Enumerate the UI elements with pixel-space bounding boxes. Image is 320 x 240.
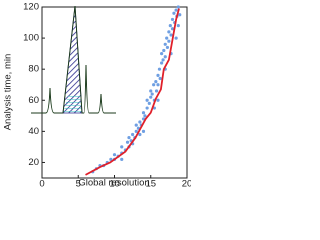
plot-frame <box>41 6 188 179</box>
point <box>174 36 178 40</box>
point <box>163 42 167 46</box>
y-tick-label: 20 <box>28 157 39 168</box>
pareto-line <box>85 8 180 176</box>
point <box>154 89 159 93</box>
inset-chromatogram <box>31 5 116 114</box>
point <box>163 55 167 59</box>
point <box>138 132 142 137</box>
point <box>170 27 175 31</box>
point <box>176 5 180 9</box>
point <box>145 106 149 110</box>
point <box>134 123 138 127</box>
x-tick-label: 5 <box>76 179 81 189</box>
point <box>156 83 160 87</box>
chart: Analysis time, min Global resolution 20 4… <box>3 2 191 189</box>
point <box>149 95 153 99</box>
point <box>156 98 160 102</box>
point <box>169 33 173 37</box>
point <box>176 24 180 28</box>
y-tick-label: 60 <box>28 95 39 106</box>
point <box>120 157 124 161</box>
point <box>172 11 176 15</box>
point <box>149 89 153 93</box>
point <box>120 145 124 149</box>
y-tick-label: 100 <box>23 33 39 44</box>
point <box>141 111 146 115</box>
point <box>141 129 146 133</box>
y-tick-label: 40 <box>28 126 39 137</box>
point <box>165 45 170 50</box>
point <box>152 83 156 87</box>
point <box>109 157 113 161</box>
point <box>150 92 154 96</box>
point <box>167 30 171 34</box>
x-tick-label: 0 <box>39 179 44 189</box>
point <box>160 61 164 65</box>
point <box>170 17 175 22</box>
point <box>157 67 162 71</box>
point <box>134 129 138 133</box>
point <box>168 24 172 28</box>
y-tick-label: 80 <box>28 64 39 75</box>
point <box>154 80 158 84</box>
y-tick-label: 120 <box>23 2 39 13</box>
point <box>165 36 169 40</box>
point <box>161 58 165 62</box>
x-axis-label: Global resolution <box>78 178 149 189</box>
point <box>158 76 162 81</box>
point <box>162 48 166 53</box>
point <box>147 101 151 105</box>
point <box>167 39 171 43</box>
y-axis-label: Analysis time, min <box>3 54 14 131</box>
point <box>125 140 130 144</box>
x-tick-label: 20 <box>182 179 191 189</box>
point <box>145 98 149 102</box>
point <box>131 132 135 137</box>
page: {"chart_data": {"type": "scatter", "x_la… <box>2 1 191 189</box>
x-tick-label: 15 <box>145 179 156 189</box>
point <box>156 73 160 77</box>
point <box>127 135 131 140</box>
point <box>138 120 142 124</box>
point <box>143 114 147 118</box>
point <box>174 8 178 12</box>
point <box>178 13 182 17</box>
point <box>112 153 117 157</box>
point <box>160 52 164 56</box>
x-tick-label: 10 <box>109 179 120 189</box>
